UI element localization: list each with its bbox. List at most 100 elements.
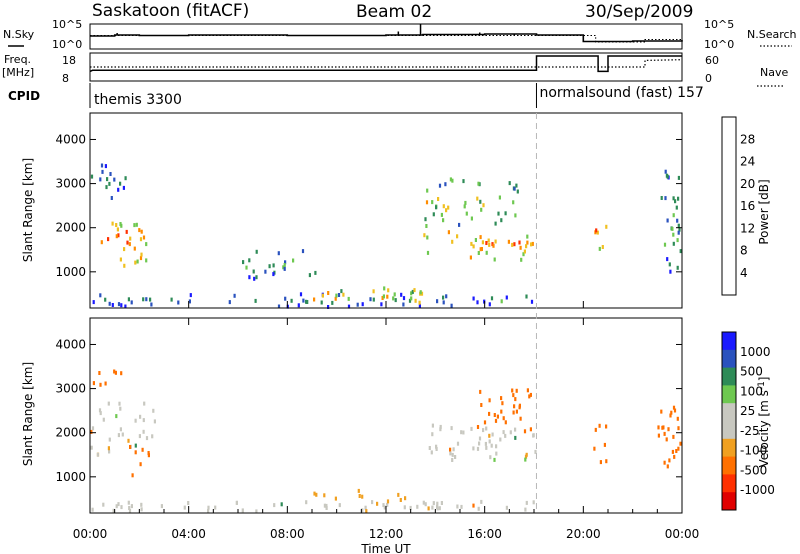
power-colorbar: 4 8 12 16 20 24 28 [721, 116, 755, 296]
data-cell [676, 218, 679, 223]
data-cell [130, 504, 133, 509]
data-cell [383, 505, 386, 510]
colorbar-frame [721, 331, 737, 511]
data-cell [431, 505, 434, 510]
data-cell [676, 238, 679, 243]
data-cell [131, 473, 134, 478]
data-cell [107, 446, 110, 451]
data-cell [479, 389, 482, 394]
noise-right-tick-bottom: 10^0 [704, 38, 734, 51]
data-cell [677, 196, 680, 201]
data-cell [501, 401, 504, 406]
velocity-colorbar: 1000 500 100 25 -25 -100 -500 -1000 [721, 331, 775, 511]
data-cell [91, 507, 94, 512]
x-tick-label: 12:00 [369, 527, 404, 541]
colorbar-tick-label: 4 [740, 266, 748, 280]
data-cell [133, 246, 136, 251]
data-cell [440, 501, 443, 505]
data-cell [449, 451, 452, 456]
data-cell [416, 504, 419, 509]
data-cell [500, 218, 503, 223]
data-cell [145, 436, 149, 441]
colorbar-tick-label: 25 [740, 404, 755, 418]
data-cell [519, 416, 522, 421]
station-title: Saskatoon (fitACF) [92, 1, 249, 21]
x-tick-label: 16:00 [467, 527, 502, 541]
data-cell [470, 241, 473, 246]
data-cell [673, 454, 676, 459]
nave-series [90, 59, 683, 68]
data-cell [594, 427, 597, 432]
data-cell [515, 409, 518, 414]
data-cell [99, 293, 102, 298]
data-cell [92, 381, 95, 386]
freq-right-tick-top: 60 [705, 54, 719, 67]
data-cell [383, 286, 386, 291]
data-cell [488, 398, 491, 403]
noise-left-label: N.Sky [3, 28, 35, 41]
data-cell [361, 508, 364, 513]
data-cell [297, 303, 300, 308]
data-cell [248, 275, 251, 280]
data-cell [603, 442, 606, 447]
data-cell [337, 293, 341, 297]
data-cell [111, 303, 114, 307]
colorbar-tick-label: 8 [740, 244, 748, 258]
data-cell [409, 505, 412, 510]
data-cell [494, 418, 498, 423]
data-cell [284, 296, 287, 301]
data-cell [532, 433, 535, 438]
data-cell [529, 392, 532, 397]
data-cell [90, 174, 94, 179]
data-cell [139, 256, 143, 261]
data-cell [437, 197, 440, 201]
data-cell [522, 252, 525, 257]
data-cell [134, 260, 137, 265]
data-cell [672, 405, 676, 410]
data-cell [118, 401, 121, 406]
data-cell [451, 178, 454, 183]
data-cell [442, 204, 445, 209]
data-cell [115, 414, 118, 419]
data-cell [671, 226, 674, 231]
data-cell [511, 388, 514, 393]
data-cell [331, 300, 334, 305]
data-cell [138, 434, 141, 439]
y-tick-label: 1000 [55, 470, 86, 484]
data-cell [472, 244, 475, 249]
data-cell [462, 179, 465, 184]
data-cell [497, 211, 500, 216]
data-cell [476, 300, 479, 305]
data-cell [426, 188, 429, 193]
data-cell [520, 257, 523, 262]
data-cell [514, 397, 517, 402]
data-cell [481, 240, 484, 245]
data-cell [306, 300, 309, 304]
data-cell [108, 181, 111, 186]
data-cell [427, 506, 430, 511]
data-cell [418, 303, 421, 308]
data-cell [347, 296, 350, 301]
data-cell [675, 205, 678, 210]
data-cell [313, 297, 316, 302]
data-cell [99, 177, 102, 182]
data-cell [678, 227, 681, 232]
data-cell [145, 258, 148, 263]
data-cell [422, 500, 425, 505]
data-cell [677, 175, 680, 180]
data-cell [598, 423, 601, 428]
data-cell [314, 270, 317, 275]
data-cell [447, 205, 450, 210]
data-cell [431, 200, 434, 205]
data-cell [477, 251, 480, 255]
data-cell [451, 239, 454, 244]
data-cell [119, 181, 122, 186]
data-cell [382, 294, 385, 299]
data-cell [452, 447, 455, 452]
data-cell [516, 189, 519, 194]
data-cell [123, 247, 126, 252]
data-cell [470, 426, 473, 431]
data-cell [248, 258, 251, 263]
data-cell [495, 451, 498, 456]
